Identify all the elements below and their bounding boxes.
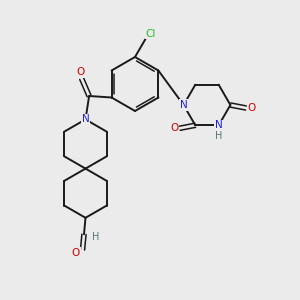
Text: O: O xyxy=(72,248,80,258)
Text: N: N xyxy=(82,114,89,124)
Text: O: O xyxy=(170,123,178,133)
Text: H: H xyxy=(215,131,222,141)
Text: O: O xyxy=(247,103,256,113)
Text: O: O xyxy=(76,67,84,77)
Text: N: N xyxy=(215,120,223,130)
Text: N: N xyxy=(180,100,188,110)
Text: Cl: Cl xyxy=(146,28,156,39)
Text: H: H xyxy=(92,232,100,242)
